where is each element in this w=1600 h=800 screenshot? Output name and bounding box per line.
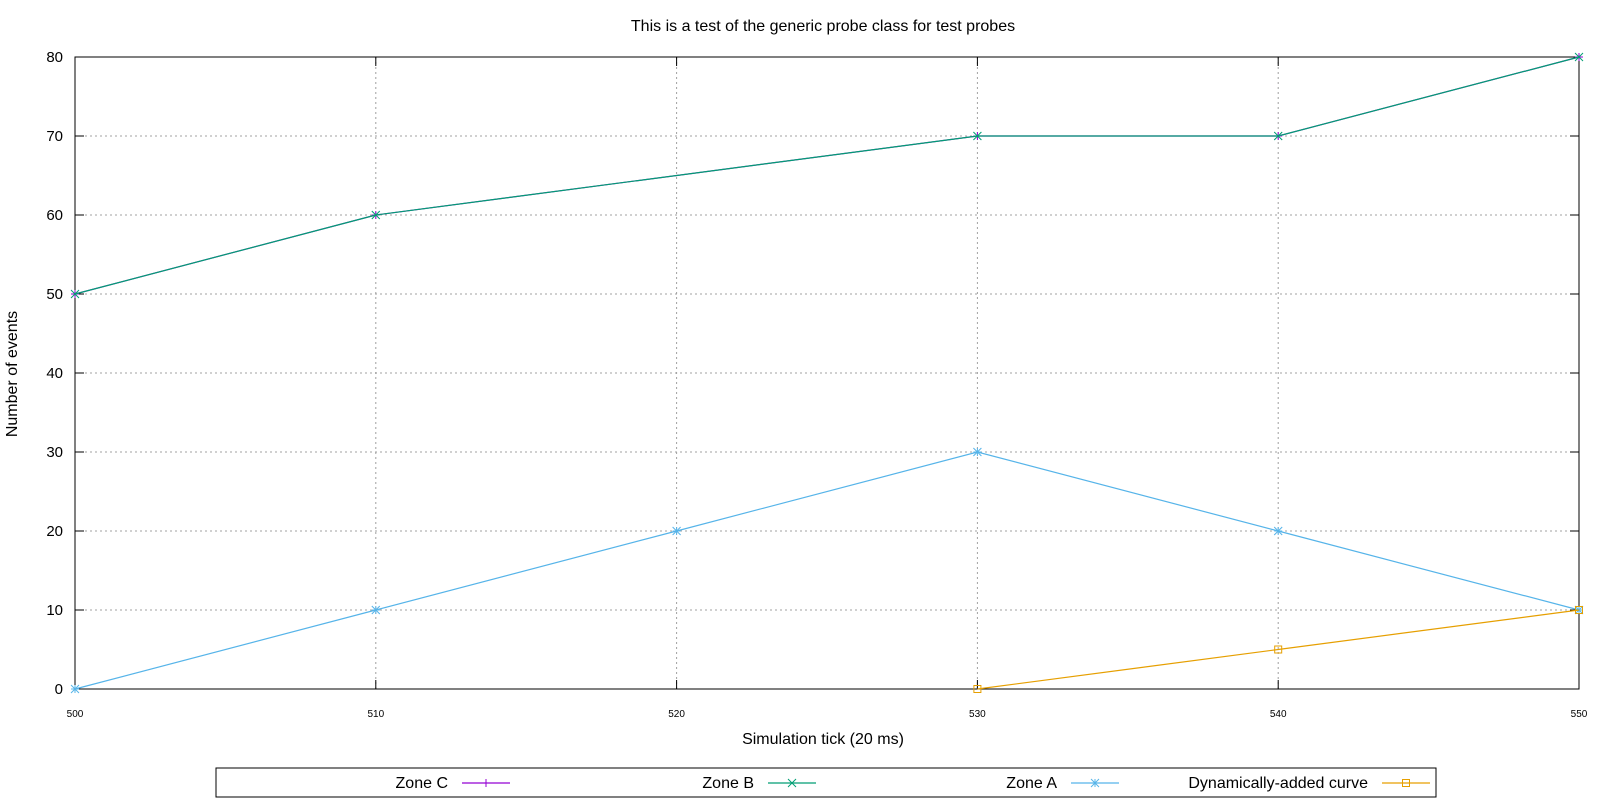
data-point	[1273, 526, 1283, 536]
marker-stroke	[1273, 526, 1283, 536]
series-zone-b	[70, 52, 1584, 299]
data-point	[1274, 645, 1283, 654]
series-layer	[70, 52, 1584, 694]
y-tick-label: 80	[46, 49, 63, 66]
y-tick-label: 60	[46, 207, 63, 224]
legend-label: Dynamically-added curve	[1188, 775, 1368, 792]
x-tick-label: 500	[67, 709, 84, 720]
x-tick-label: 530	[969, 709, 986, 720]
marker-stroke	[371, 605, 381, 615]
series-line	[74, 451, 1580, 690]
legend-marker	[1090, 778, 1100, 788]
legend-entry: Dynamically-added curve	[1188, 775, 1430, 792]
data-point	[1575, 606, 1583, 614]
marker-stroke	[70, 684, 80, 694]
legend: Zone C Zone B Zone A Dynamically-added curv…	[215, 767, 1437, 798]
legend-entry: Zone C	[396, 775, 510, 792]
marker-stroke	[70, 289, 80, 299]
marker-stroke	[1274, 645, 1283, 654]
y-tick-label: 70	[46, 128, 63, 145]
marker-stroke	[371, 210, 381, 220]
x-tick-label: 540	[1270, 709, 1287, 720]
y-tick-label: 20	[46, 523, 63, 540]
marker-stroke	[973, 131, 982, 141]
y-tick-label: 50	[46, 286, 63, 303]
data-point	[371, 210, 381, 220]
marker-stroke	[1575, 606, 1583, 614]
data-point	[70, 684, 80, 694]
marker-stroke	[973, 685, 982, 693]
x-tick-label: 510	[367, 709, 384, 720]
legend-marker	[482, 779, 490, 787]
series-zone-a	[70, 447, 1584, 694]
y-axis-title: Number of events	[4, 311, 21, 437]
data-point	[973, 685, 982, 693]
marker-stroke	[1574, 52, 1584, 62]
legend-label: Zone A	[1006, 775, 1057, 792]
x-tick-label: 550	[1571, 709, 1588, 720]
data-point	[371, 605, 381, 615]
marker-stroke	[1402, 779, 1410, 787]
legend-marker	[1402, 779, 1410, 787]
marker-stroke	[672, 526, 681, 536]
grid	[75, 57, 1579, 689]
axis-ticks: 0 10 20 30 40 50 60 70 80 500 510 520 530 540 550	[46, 49, 1587, 720]
data-point	[1574, 52, 1584, 62]
data-point	[672, 526, 681, 536]
data-point	[973, 447, 982, 457]
legend-entry: Zone B	[702, 775, 816, 792]
marker-stroke	[973, 447, 982, 457]
y-tick-label: 40	[46, 365, 63, 382]
y-tick-label: 0	[55, 681, 63, 698]
series-dynamically-added-curve	[973, 606, 1583, 693]
legend-label: Zone C	[396, 775, 448, 792]
y-tick-label: 10	[46, 602, 63, 619]
data-point	[973, 131, 982, 141]
marker-stroke	[1090, 778, 1100, 788]
x-tick-label: 520	[668, 709, 685, 720]
data-point	[1273, 131, 1283, 141]
x-axis-title: Simulation tick (20 ms)	[742, 731, 904, 748]
series-line	[977, 609, 1580, 690]
marker-stroke	[787, 778, 797, 788]
legend-label: Zone B	[702, 775, 754, 792]
marker-stroke	[1273, 131, 1283, 141]
legend-marker	[787, 778, 797, 788]
data-point	[70, 289, 80, 299]
chart-title: This is a test of the generic probe clas…	[631, 18, 1015, 35]
legend-box	[215, 767, 1437, 798]
y-tick-label: 30	[46, 444, 63, 461]
legend-entry: Zone A	[1006, 775, 1119, 792]
